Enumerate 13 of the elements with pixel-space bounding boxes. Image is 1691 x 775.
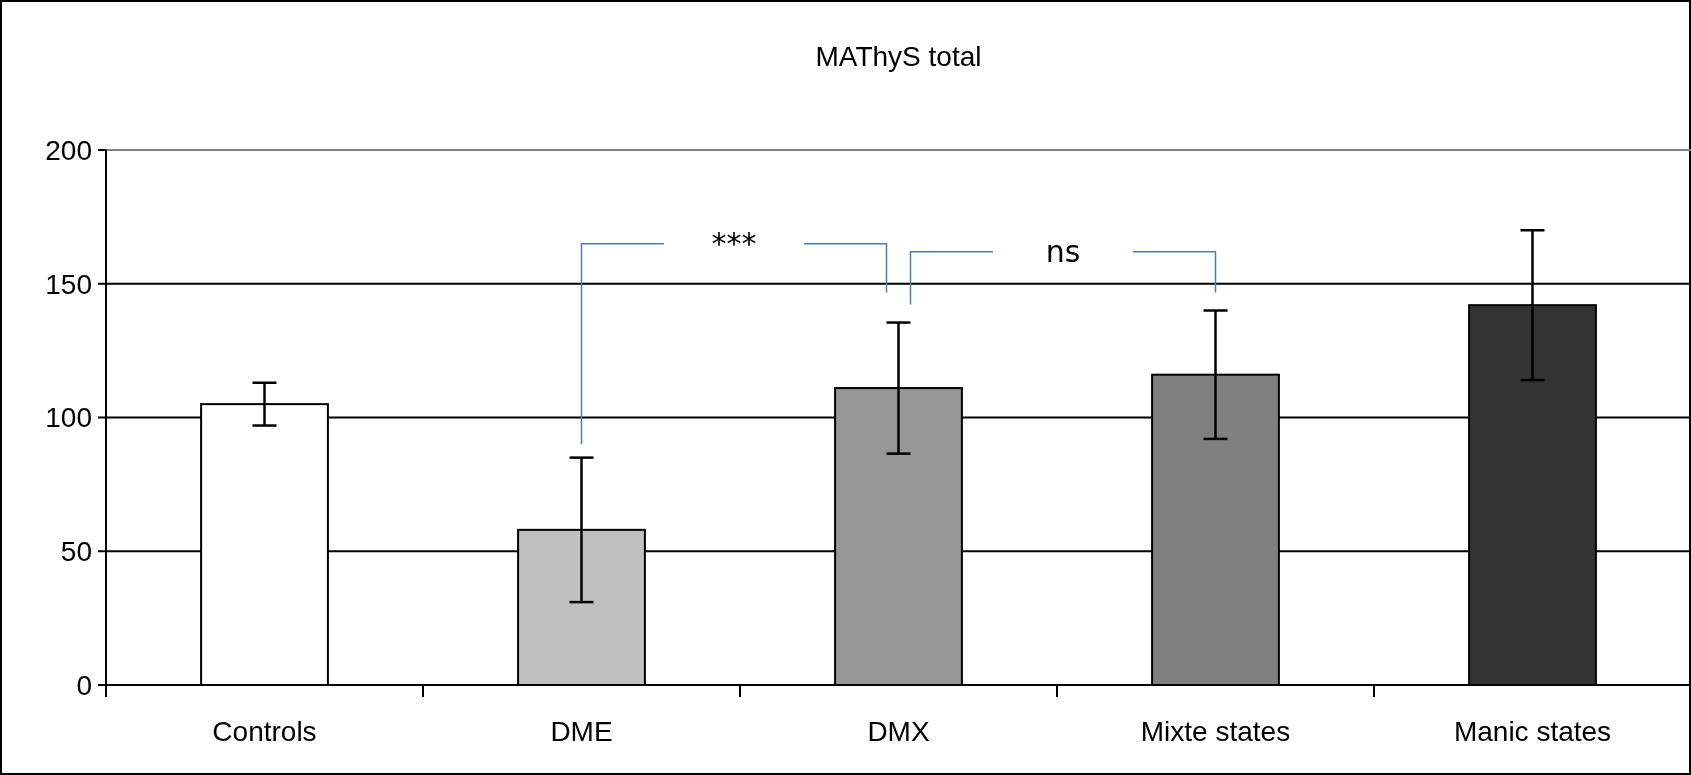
y-tick-label: 50	[60, 536, 92, 568]
x-tick-label: Mixte states	[1140, 716, 1291, 747]
y-tick-label: 200	[45, 134, 92, 166]
chart-title: MAThyS total	[815, 41, 982, 72]
annotation: ***	[711, 226, 757, 262]
annotation: ns	[1045, 234, 1081, 270]
x-tick-label: DMX	[867, 716, 930, 747]
x-tick-label: DME	[550, 716, 613, 747]
x-tick-label: Manic states	[1453, 716, 1612, 747]
y-tick-label: 100	[45, 402, 92, 434]
y-tick-label: 150	[45, 268, 92, 300]
y-tick-label: 0	[76, 669, 92, 701]
x-tick-label: Controls	[212, 716, 317, 747]
